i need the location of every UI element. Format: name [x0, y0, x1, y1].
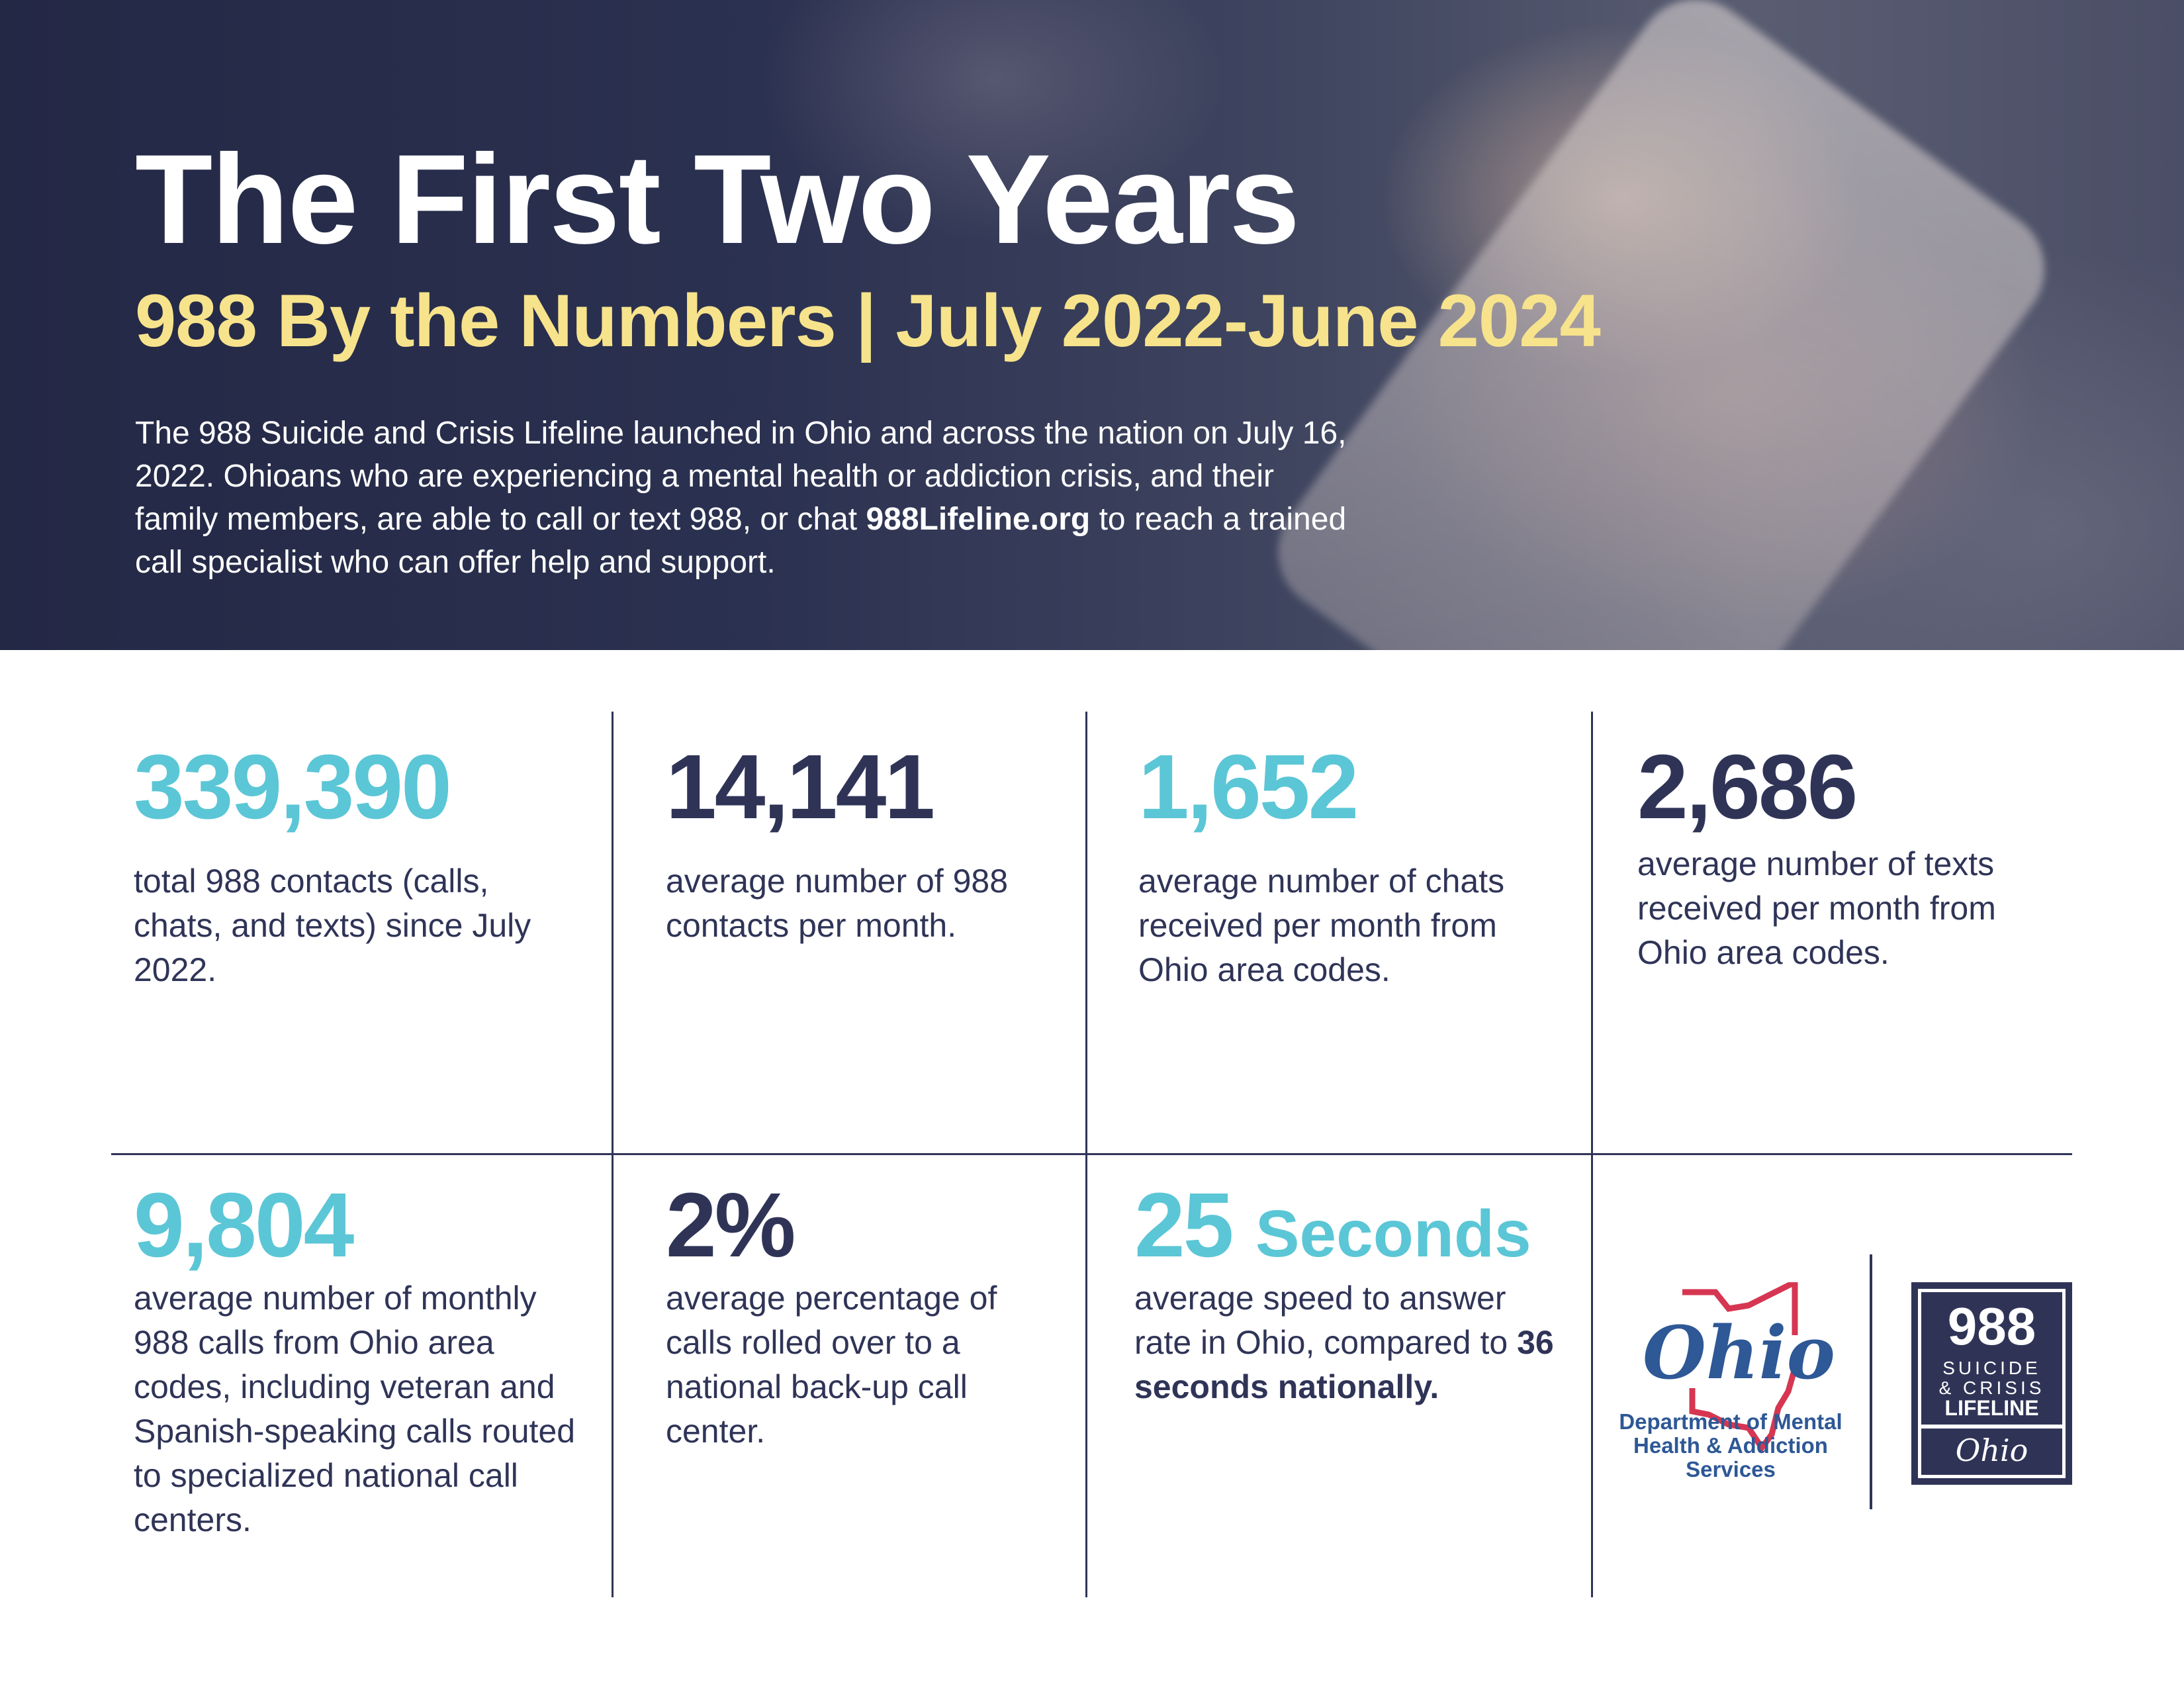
- stat-description: average number of texts received per mon…: [1637, 845, 1996, 971]
- stat-monthly-contacts: 14,141 average number of 988 contacts pe…: [666, 741, 1063, 948]
- stat-description-text: average speed to answer rate in Ohio, co…: [1134, 1280, 1518, 1361]
- stat-monthly-texts: 2,686 average number of texts received p…: [1637, 741, 2061, 975]
- stat-description: total 988 contacts (calls, chats, and te…: [134, 863, 531, 988]
- hero-banner: The First Two Years 988 By the Numbers |…: [0, 0, 2184, 650]
- lifeline-ohio-script: Ohio: [1955, 1432, 2028, 1468]
- 988-lifeline-logo: 988 SUICIDE & CRISIS LIFELINE Ohio: [1911, 1282, 2072, 1485]
- stat-description-bold: 36 seconds nationally.: [1134, 1324, 1554, 1405]
- stat-value: 339,390: [134, 736, 452, 838]
- lifeline-text: SUICIDE & CRISIS LIFELINE: [1921, 1358, 2062, 1420]
- stat-value: 1,652: [1138, 736, 1359, 838]
- stat-value: 2%: [666, 1174, 796, 1276]
- stat-value: 14,141: [666, 736, 935, 838]
- stat-value: 9,804: [134, 1174, 354, 1276]
- stat-answer-speed: 25 Seconds average speed to answer rate …: [1134, 1180, 1558, 1409]
- stat-monthly-calls: 9,804 average number of monthly 988 call…: [134, 1180, 590, 1542]
- intro-text-end: to reach a trained call specialist who c…: [135, 502, 1347, 580]
- stat-description: average number of monthly 988 calls from…: [134, 1280, 576, 1538]
- stat-monthly-chats: 1,652 average number of chats received p…: [1138, 741, 1562, 992]
- lifeline-line: LIFELINE: [1944, 1396, 2039, 1420]
- stat-description: average speed to answer rate in Ohio, co…: [1134, 1276, 1558, 1409]
- department-name: Department of Mental Health & Addiction …: [1619, 1409, 1843, 1481]
- page-subtitle: 988 By the Numbers | July 2022-June 2024: [135, 279, 1601, 362]
- stat-description: average number of chats received per mon…: [1138, 863, 1505, 988]
- stat-value: 25: [1134, 1174, 1234, 1276]
- divider: [111, 1153, 2072, 1155]
- lifeline-line: & CRISIS: [1938, 1378, 2045, 1398]
- stat-description: average number of 988 contacts per month…: [666, 863, 1009, 944]
- ohio-state-outline-icon: [1682, 1282, 1798, 1453]
- stat-total-contacts: 339,390 total 988 contacts (calls, chats…: [134, 741, 584, 992]
- ohio-logo: Ohio: [1643, 1282, 1835, 1453]
- ohio-script: Ohio: [1643, 1310, 1835, 1395]
- logo-divider: [1870, 1254, 1872, 1509]
- lifeline-number: 988: [1947, 1297, 2036, 1356]
- page-title: The First Two Years: [135, 128, 1300, 270]
- intro-text: The 988 Suicide and Crisis Lifeline laun…: [135, 416, 1347, 537]
- intro-paragraph: The 988 Suicide and Crisis Lifeline laun…: [135, 412, 1359, 584]
- lifeline-link[interactable]: 988Lifeline.org: [866, 502, 1091, 537]
- stat-unit: Seconds: [1255, 1197, 1531, 1271]
- stat-description: average percentage of calls rolled over …: [666, 1280, 997, 1450]
- lifeline-line: SUICIDE: [1942, 1358, 2041, 1378]
- lifeline-separator: [1921, 1425, 2062, 1429]
- stat-value: 2,686: [1637, 736, 1858, 838]
- stat-rollover: 2% average percentage of calls rolled ov…: [666, 1180, 1063, 1454]
